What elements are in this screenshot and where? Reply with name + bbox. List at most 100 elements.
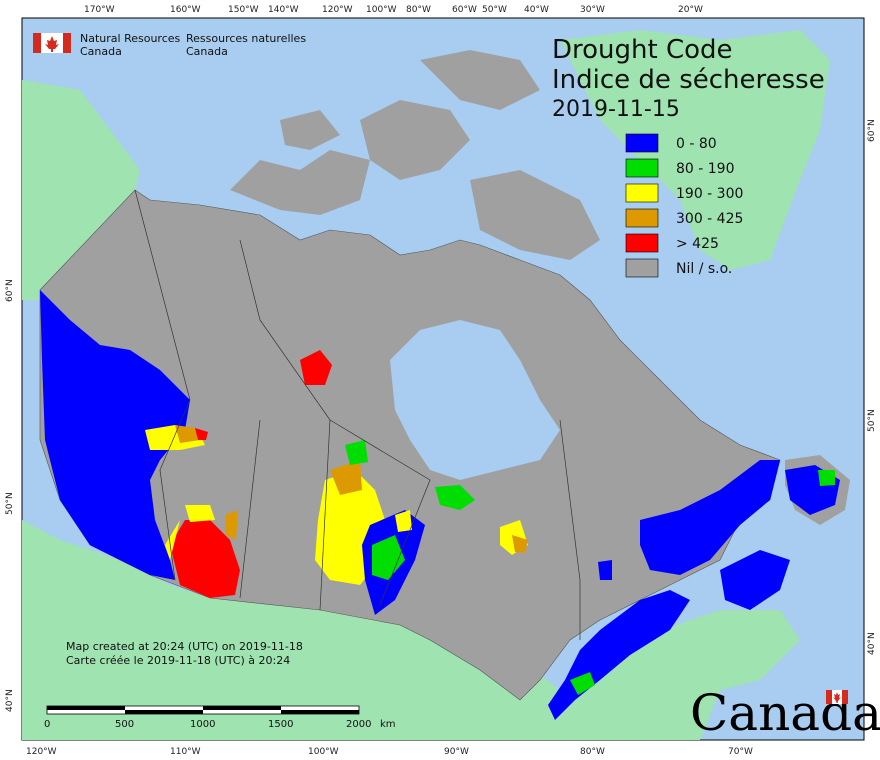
tick-label: 90°W: [444, 747, 469, 757]
agency-fr-line1: Ressources naturelles: [186, 32, 306, 45]
agency-en-line1: Natural Resources: [80, 32, 181, 45]
map-title-en: Drought Code: [552, 35, 733, 65]
legend-label: 80 - 190: [676, 161, 735, 177]
zone-300-425-ab: [175, 425, 200, 443]
zone-190-300-south-ab-2: [185, 505, 215, 522]
zone-80-190-south-on: [570, 672, 595, 695]
legend-label: > 425: [676, 236, 719, 252]
tick-label: 60°N: [867, 119, 877, 142]
tick-label: 50°N: [867, 409, 877, 432]
zone-300-425-south-ab: [225, 510, 238, 540]
arctic-island: [360, 100, 470, 180]
tick-label: 60°N: [5, 279, 15, 302]
tick-label: 100°W: [366, 5, 397, 15]
wordmark-maple-leaf-icon: [833, 692, 841, 703]
tick-label: 50°N: [5, 492, 15, 515]
legend-label: 190 - 300: [676, 186, 743, 202]
baffin-island: [470, 170, 600, 260]
zone-190-300-mb: [395, 510, 412, 532]
tick-label: 50°W: [482, 5, 507, 15]
zone-300-425-on: [512, 535, 528, 553]
zone-80-190-on: [435, 485, 475, 510]
legend-swatch: [625, 258, 659, 278]
scale-label: 2000: [346, 719, 371, 730]
agency-en-line2: Canada: [80, 45, 122, 58]
tick-label: 40°N: [867, 632, 877, 655]
tick-label: 30°W: [580, 5, 605, 15]
hudson-bay: [390, 320, 560, 480]
tick-label: 80°W: [406, 5, 431, 15]
wordmark-flag-right: [842, 690, 848, 704]
arctic-island: [280, 110, 340, 150]
zone-0-80-small: [598, 560, 612, 580]
flag-bar-right: [63, 33, 71, 53]
map-title-fr: Indice de sécheresse: [552, 65, 825, 95]
tick-label: 140°W: [268, 5, 299, 15]
scale-unit: km: [380, 719, 396, 730]
zone-190-300-south-ab: [165, 520, 180, 560]
tick-label: 40°W: [524, 5, 549, 15]
tick-label: 20°W: [678, 5, 703, 15]
zone-0-80-bc: [40, 290, 190, 580]
tick-label: 40°N: [5, 689, 15, 712]
note-en: Map created at 20:24 (UTC) on 2019-11-18: [66, 640, 303, 653]
scale-bar: 0 500 1000 1500 2000 km: [44, 705, 396, 730]
zone-80-190-sk: [345, 440, 368, 465]
agency-fr-line2: Canada: [186, 45, 228, 58]
scale-seg: [281, 710, 359, 714]
wordmark-flag-left: [826, 690, 832, 704]
zone-0-80-qc: [640, 460, 780, 575]
legend-label: 300 - 425: [676, 211, 743, 227]
greenland-land: [560, 30, 830, 270]
provincial-borders: [134, 189, 581, 640]
tick-label: 110°W: [170, 747, 201, 757]
alaska-land: [22, 80, 140, 300]
tick-label: 120°W: [26, 747, 57, 757]
legend-label: Nil / s.o.: [676, 261, 732, 277]
scale-label: 0: [44, 719, 50, 730]
scale-label: 1000: [190, 719, 215, 730]
canada-wordmark: Canada: [690, 684, 880, 742]
arctic-island: [230, 150, 370, 215]
tick-label: 80°W: [580, 747, 605, 757]
zone-300-425-sk: [330, 460, 362, 495]
tick-label: 60°W: [452, 5, 477, 15]
flag-bar-left: [33, 33, 41, 53]
map-date: 2019-11-15: [552, 97, 680, 122]
zone-80-190-nl: [818, 470, 835, 486]
zone-425-ab: [195, 428, 208, 440]
legend-label: 0 - 80: [676, 136, 717, 152]
zone-0-80-maritimes: [720, 550, 790, 610]
arctic-island: [420, 50, 540, 110]
legend-swatch: [625, 208, 659, 228]
tick-label: 70°W: [728, 747, 753, 757]
tick-label: 160°W: [170, 5, 201, 15]
legend-swatch: [625, 133, 659, 153]
scale-seg: [47, 706, 125, 710]
legend-swatch: [625, 183, 659, 203]
zone-425-nwt: [300, 350, 332, 385]
tick-label: 100°W: [308, 747, 339, 757]
zone-80-190-mb: [372, 535, 405, 580]
left-tick-labels: 60°N 50°N 40°N: [5, 279, 15, 712]
scale-label: 1500: [268, 719, 293, 730]
legend-swatch: [625, 158, 659, 178]
top-tick-labels: 170°W 160°W 150°W 140°W 120°W 100°W 80°W…: [84, 5, 703, 15]
legend-swatch: [625, 233, 659, 253]
scale-label: 500: [115, 719, 134, 730]
zone-425-south-ab: [170, 520, 240, 598]
right-tick-labels: 60°N 50°N 40°N: [867, 119, 877, 655]
tick-label: 120°W: [322, 5, 353, 15]
legend: 0 - 80 80 - 190 190 - 300 300 - 425 > 42…: [625, 133, 743, 278]
maple-leaf-icon: [45, 36, 59, 52]
scale-seg: [125, 710, 203, 714]
scale-seg: [203, 706, 281, 710]
tick-label: 150°W: [228, 5, 259, 15]
nrcan-signature: Natural Resources Canada Ressources natu…: [33, 32, 306, 58]
tick-label: 170°W: [84, 5, 115, 15]
bottom-tick-labels: 120°W 110°W 100°W 90°W 80°W 70°W: [26, 747, 753, 757]
canada-wordmark-text: Canada: [690, 684, 880, 742]
note-fr: Carte créée le 2019-11-18 (UTC) à 20:24: [66, 654, 290, 667]
